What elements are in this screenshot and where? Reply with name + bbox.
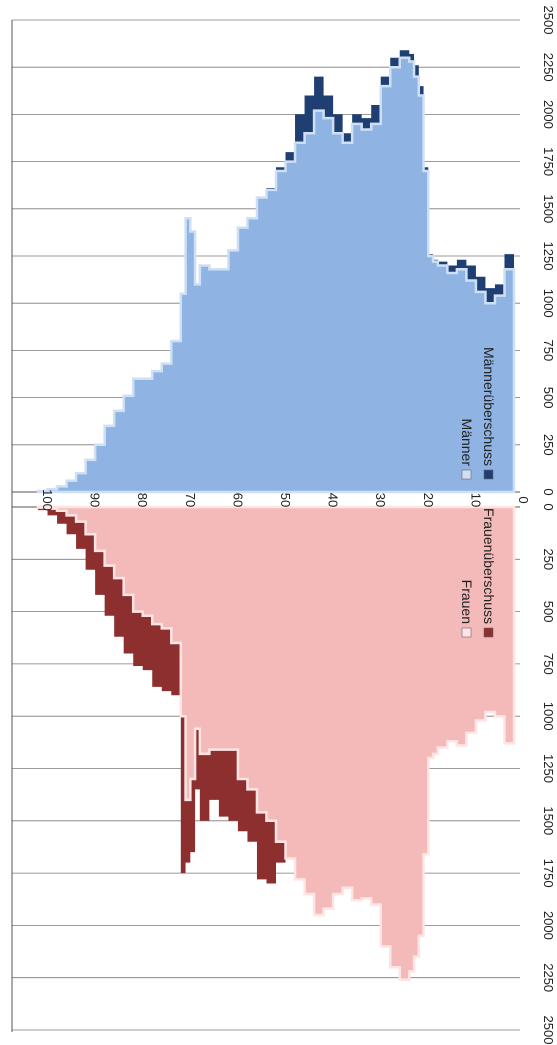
value-tick-label-men: 1250 <box>541 242 556 271</box>
value-tick-label-men: 1000 <box>541 289 556 318</box>
value-tick-label-women: 1250 <box>541 754 556 783</box>
value-tick-label-men: 2000 <box>541 100 556 129</box>
value-tick-label-men: 2250 <box>541 53 556 82</box>
value-tick-label-women: 1000 <box>541 702 556 731</box>
legend-label: Männerüberschuss <box>481 347 497 466</box>
value-tick-label-men: 0 <box>541 488 556 495</box>
legend-swatch <box>461 627 472 638</box>
age-tick-label: 60 <box>230 493 245 507</box>
age-axis: 100 90 80 70 60 50 40 30 20 10 0 <box>40 489 531 511</box>
age-tick-label: 0 <box>516 496 531 503</box>
legend-men: Männer Männerüberschuss <box>459 347 497 480</box>
age-tick-label: 100 <box>40 489 55 511</box>
value-tick-label-women: 2250 <box>541 963 556 992</box>
value-tick-label-women: 250 <box>541 548 556 570</box>
age-tick-label: 70 <box>183 493 198 507</box>
age-tick-label: 50 <box>278 493 293 507</box>
age-tick-label: 20 <box>421 493 436 507</box>
men-panel <box>36 50 516 494</box>
age-tick-label: 30 <box>373 493 388 507</box>
value-tick-label-men: 1500 <box>541 194 556 223</box>
value-tick-label-men: 1750 <box>541 147 556 176</box>
age-tick-label: 80 <box>135 493 150 507</box>
age-tick-label: 10 <box>468 493 483 507</box>
value-tick-label-men: 500 <box>541 387 556 409</box>
value-tick-label-women: 750 <box>541 653 556 675</box>
legend-label: Frauenüberschuss <box>481 508 497 624</box>
legend-swatch <box>483 627 494 638</box>
legend-swatch <box>483 469 494 480</box>
value-axis: 0 0 250 250 500 500 750 750 1000 1000 1250 1250 1500… <box>541 6 556 1045</box>
value-tick-label-women: 1500 <box>541 806 556 835</box>
women-panel <box>36 505 516 982</box>
value-tick-label-men: 2500 <box>541 6 556 35</box>
legend-swatch <box>461 469 472 480</box>
legend-label: Frauen <box>459 580 475 624</box>
age-tick-label: 40 <box>326 493 341 507</box>
series-women <box>36 505 516 982</box>
value-tick-label-men: 750 <box>541 340 556 362</box>
value-tick-label-women: 1750 <box>541 859 556 888</box>
series-men <box>36 56 516 494</box>
value-tick-label-women: 0 <box>541 503 556 510</box>
legend-label: Männer <box>459 419 475 467</box>
age-tick-label: 90 <box>88 493 103 507</box>
value-tick-label-women: 2000 <box>541 911 556 940</box>
value-tick-label-women: 500 <box>541 601 556 623</box>
value-tick-label-women: 2500 <box>541 1016 556 1045</box>
legend-women: Frauen Frauenüberschuss <box>459 508 497 638</box>
value-tick-label-men: 250 <box>541 434 556 456</box>
